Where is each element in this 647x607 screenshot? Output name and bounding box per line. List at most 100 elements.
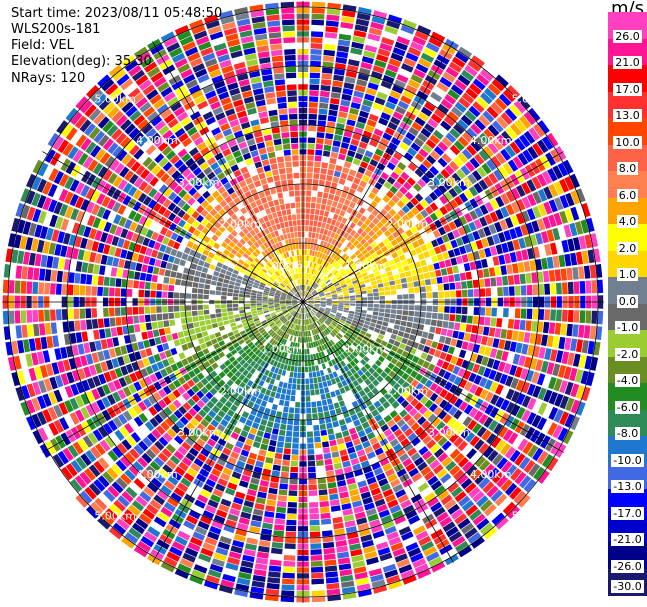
range-gate: [440, 494, 453, 506]
range-gate: [500, 443, 511, 456]
range-gate: [106, 467, 119, 480]
range-gate: [147, 330, 154, 339]
range-gate: [199, 320, 206, 327]
range-gate: [515, 342, 523, 354]
range-gate: [214, 414, 223, 423]
range-gate: [303, 331, 306, 337]
range-gate: [469, 210, 478, 220]
range-gate: [316, 227, 321, 234]
range-gate: [490, 198, 500, 210]
range-gate: [500, 206, 510, 218]
range-gate: [179, 259, 186, 267]
range-gate: [339, 338, 346, 345]
range-gate: [407, 432, 417, 442]
range-gate: [364, 378, 372, 386]
range-gate: [103, 307, 109, 317]
range-gate: [310, 54, 322, 61]
range-gate: [352, 158, 361, 166]
range-gate: [347, 346, 354, 353]
range-gate: [458, 349, 467, 359]
range-gate: [408, 263, 416, 270]
range-gate: [585, 280, 592, 294]
range-gate: [328, 244, 334, 250]
range-gate: [158, 268, 166, 276]
range-gate: [328, 487, 338, 495]
range-gate: [186, 388, 195, 397]
range-gate: [277, 435, 285, 442]
range-gate: [276, 387, 282, 394]
range-gate: [100, 254, 108, 265]
range-gate: [180, 311, 186, 318]
range-gate: [291, 389, 296, 396]
range-gate: [217, 321, 224, 327]
range-gate: [319, 501, 330, 508]
range-gate: [344, 277, 351, 282]
range-gate: [222, 573, 236, 583]
range-gate: [144, 376, 153, 386]
range-gate: [347, 315, 354, 320]
range-gate: [487, 83, 501, 96]
range-gate: [447, 363, 455, 373]
range-gate: [275, 512, 286, 519]
range-gate: [453, 247, 461, 257]
range-gate: [230, 349, 238, 356]
range-gate: [341, 16, 355, 24]
range-gate: [318, 489, 328, 496]
range-gate: [354, 571, 368, 580]
range-gate: [344, 296, 350, 299]
range-gate: [481, 336, 488, 346]
range-gate: [356, 220, 364, 227]
range-gate: [360, 435, 369, 443]
range-gate: [244, 303, 250, 307]
range-gate: [421, 174, 431, 184]
range-gate: [548, 376, 557, 390]
range-gate: [390, 313, 396, 319]
range-gate: [461, 522, 475, 535]
range-gate: [288, 407, 295, 414]
range-gate: [476, 96, 489, 109]
range-gate: [583, 265, 591, 279]
range-gate: [326, 327, 331, 333]
range-gate: [456, 290, 462, 298]
range-gate: [504, 253, 512, 264]
range-gate: [429, 326, 436, 333]
range-gate: [468, 221, 477, 232]
range-gate: [276, 506, 286, 514]
range-gate: [393, 340, 401, 348]
range-gate: [566, 267, 573, 281]
range-gate: [328, 265, 334, 271]
range-gate: [554, 393, 564, 407]
range-gate: [85, 449, 97, 463]
range-gate: [306, 273, 309, 279]
range-gate: [368, 325, 375, 331]
range-gate: [185, 305, 192, 311]
range-gate: [489, 211, 499, 223]
range-gate: [265, 389, 272, 396]
range-gate: [458, 136, 469, 147]
range-gate: [399, 343, 406, 350]
range-gate: [297, 372, 301, 379]
range-gate: [39, 323, 46, 336]
range-gate: [548, 406, 559, 421]
range-gate: [306, 190, 312, 197]
range-gate: [314, 302, 321, 304]
range-gate: [330, 290, 337, 294]
range-gate: [319, 370, 325, 376]
range-gate: [336, 228, 342, 235]
range-gate: [249, 526, 261, 534]
range-gate: [309, 78, 320, 85]
range-gate: [220, 419, 229, 427]
range-gate: [147, 395, 157, 405]
range-gate: [321, 162, 329, 169]
range-gate: [482, 481, 495, 494]
range-gate: [549, 349, 558, 362]
range-gate: [327, 341, 333, 347]
range-gate: [368, 367, 376, 375]
range-gate: [305, 319, 308, 325]
range-gate: [513, 490, 527, 504]
range-gate: [192, 316, 199, 322]
range-gate: [320, 393, 326, 400]
range-gate: [331, 268, 337, 274]
range-gate: [306, 249, 310, 256]
range-gate: [355, 294, 362, 298]
